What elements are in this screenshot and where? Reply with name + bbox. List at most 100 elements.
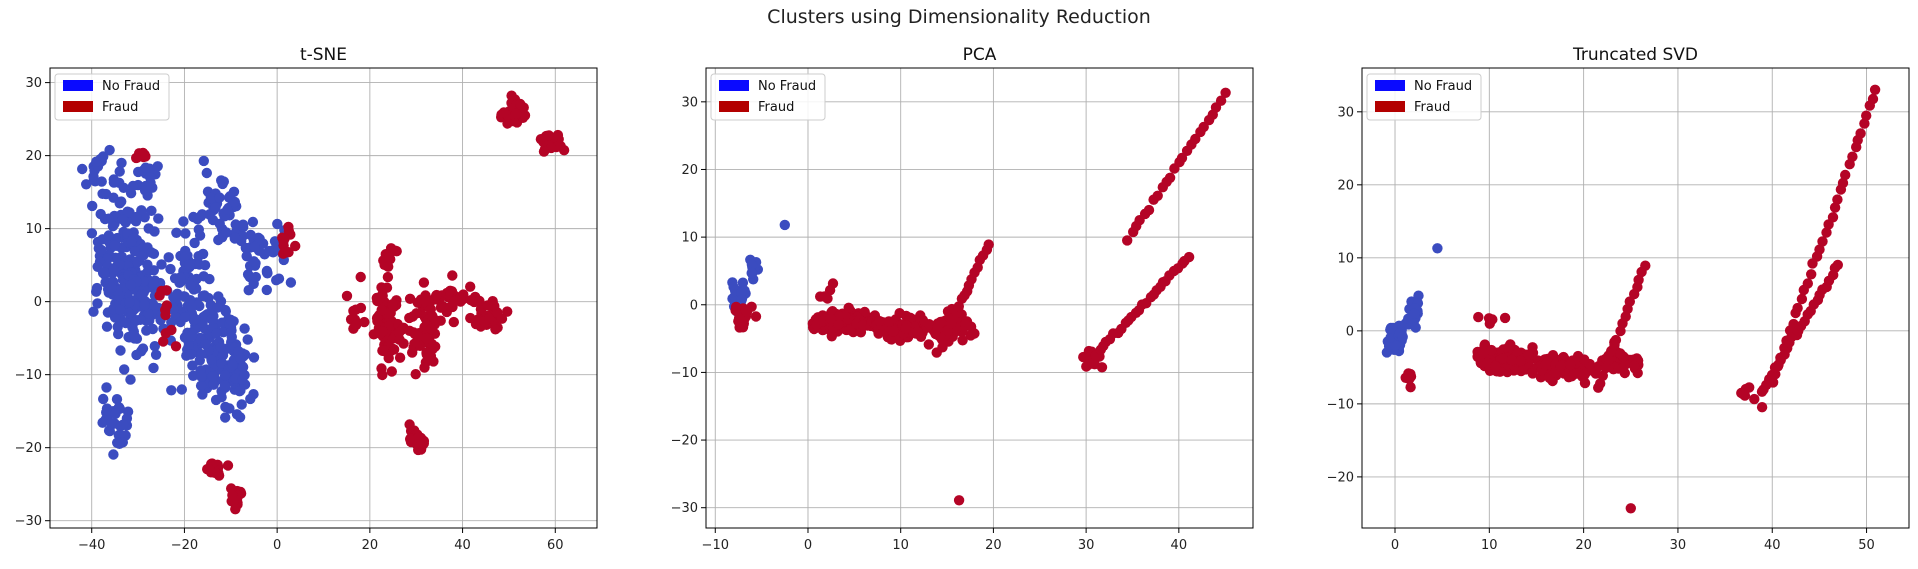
point-fraud bbox=[1176, 152, 1188, 164]
point-fraud bbox=[381, 282, 393, 293]
point-fraud bbox=[912, 326, 923, 338]
point-fraud bbox=[983, 239, 994, 250]
point-fraud bbox=[1473, 311, 1484, 323]
y-tick-label: −10 bbox=[671, 366, 698, 381]
point-no-fraud bbox=[81, 179, 92, 190]
point-fraud bbox=[1096, 362, 1108, 373]
axes-frame bbox=[1361, 67, 1910, 529]
point-no-fraud bbox=[106, 417, 117, 429]
point-fraud bbox=[1827, 212, 1839, 223]
point-no-fraud bbox=[746, 267, 757, 279]
point-no-fraud bbox=[139, 185, 151, 196]
point-no-fraud bbox=[117, 419, 129, 430]
point-fraud bbox=[1405, 382, 1416, 393]
point-fraud bbox=[1490, 361, 1501, 372]
point-fraud bbox=[894, 308, 905, 319]
point-no-fraud bbox=[211, 328, 222, 339]
point-no-fraud bbox=[150, 349, 162, 360]
point-fraud bbox=[474, 295, 485, 307]
point-fraud bbox=[394, 352, 406, 363]
y-tick-label: 30 bbox=[681, 95, 698, 110]
point-no-fraud bbox=[146, 205, 157, 216]
point-no-fraud bbox=[179, 312, 191, 323]
point-no-fraud bbox=[137, 343, 149, 354]
point-no-fraud bbox=[147, 323, 158, 335]
x-tick-label: 10 bbox=[892, 538, 909, 553]
point-no-fraud bbox=[200, 339, 211, 350]
point-fraud bbox=[359, 316, 370, 328]
point-fraud bbox=[1506, 354, 1517, 366]
point-fraud bbox=[383, 252, 395, 263]
point-fraud bbox=[1164, 172, 1176, 183]
point-no-fraud bbox=[213, 291, 224, 302]
point-no-fraud bbox=[189, 237, 200, 249]
point-no-fraud bbox=[190, 313, 201, 325]
legend-label: Fraud bbox=[102, 100, 138, 115]
point-no-fraud bbox=[206, 354, 217, 365]
point-no-fraud bbox=[149, 341, 160, 352]
point-no-fraud bbox=[261, 267, 273, 278]
point-fraud bbox=[430, 315, 441, 326]
point-fraud bbox=[350, 319, 362, 331]
point-fraud bbox=[924, 319, 935, 330]
point-fraud bbox=[937, 342, 948, 353]
point-no-fraud bbox=[135, 314, 146, 325]
point-fraud bbox=[843, 302, 854, 313]
point-no-fraud bbox=[180, 228, 191, 239]
x-tick-label: 60 bbox=[547, 538, 564, 553]
x-tick-label: 30 bbox=[1078, 538, 1095, 553]
point-fraud bbox=[1610, 334, 1622, 346]
point-no-fraud bbox=[185, 349, 197, 360]
point-fraud bbox=[1487, 314, 1498, 325]
point-fraud bbox=[1122, 235, 1133, 246]
point-no-fraud bbox=[222, 204, 233, 215]
point-no-fraud bbox=[225, 314, 236, 325]
y-tick-label: 10 bbox=[1337, 251, 1354, 266]
point-no-fraud bbox=[139, 299, 150, 311]
legend-swatch bbox=[1375, 80, 1405, 91]
x-tick-label: 0 bbox=[273, 538, 281, 553]
point-no-fraud bbox=[95, 208, 106, 220]
point-no-fraud bbox=[172, 288, 183, 299]
point-no-fraud bbox=[198, 155, 209, 167]
point-fraud bbox=[445, 285, 456, 296]
point-fraud bbox=[465, 312, 476, 324]
point-fraud bbox=[411, 308, 422, 319]
point-fraud bbox=[888, 325, 899, 337]
point-fraud bbox=[1555, 360, 1566, 372]
point-no-fraud bbox=[171, 227, 182, 238]
point-fraud bbox=[405, 433, 416, 444]
point-fraud bbox=[923, 339, 934, 350]
point-fraud bbox=[833, 319, 844, 330]
point-fraud bbox=[1814, 244, 1825, 255]
x-tick-label: 0 bbox=[804, 538, 812, 553]
point-no-fraud bbox=[247, 216, 259, 228]
point-no-fraud bbox=[250, 271, 261, 283]
legend-swatch bbox=[63, 101, 93, 112]
point-fraud bbox=[222, 460, 234, 471]
legend-label: No Fraud bbox=[1414, 79, 1472, 94]
point-no-fraud bbox=[779, 219, 790, 231]
point-no-fraud bbox=[220, 412, 231, 423]
point-no-fraud bbox=[263, 245, 275, 257]
point-fraud bbox=[228, 496, 239, 507]
point-no-fraud bbox=[197, 209, 208, 220]
subplot-2: PCA −10 0 10 20 30 40 −30 −20 −10 0 10 20 30 No Fraud F… bbox=[671, 45, 1254, 553]
point-no-fraud bbox=[184, 259, 195, 270]
y-tick-label: 30 bbox=[25, 76, 42, 91]
y-tick-label: −10 bbox=[1327, 397, 1354, 412]
point-no-fraud bbox=[746, 259, 758, 270]
point-no-fraud bbox=[115, 345, 126, 356]
point-no-fraud bbox=[106, 282, 118, 293]
point-fraud bbox=[965, 330, 976, 341]
point-fraud bbox=[1840, 169, 1851, 181]
x-tick-label: 20 bbox=[985, 538, 1002, 553]
point-no-fraud bbox=[215, 341, 226, 353]
point-fraud bbox=[386, 366, 397, 377]
x-tick-label: 20 bbox=[362, 538, 379, 553]
point-fraud bbox=[1821, 227, 1832, 238]
point-fraud bbox=[1855, 128, 1866, 139]
point-fraud bbox=[447, 270, 458, 281]
grid bbox=[706, 68, 1253, 528]
point-no-fraud bbox=[224, 403, 235, 414]
